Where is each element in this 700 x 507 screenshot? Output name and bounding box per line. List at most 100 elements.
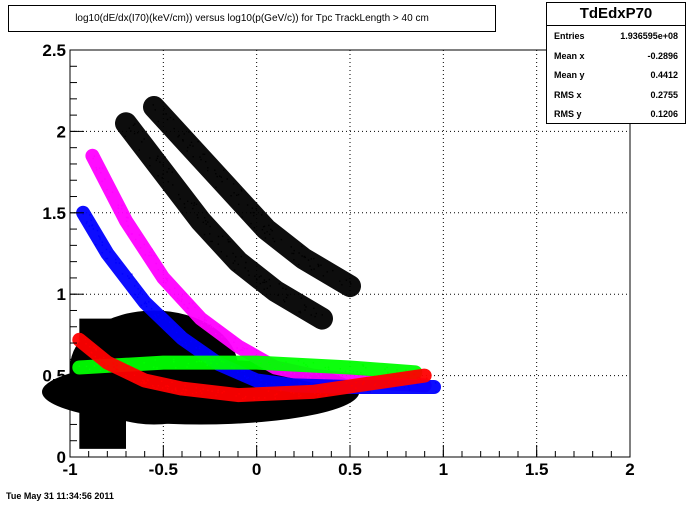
band-speckle [94,355,96,358]
band-speckle [239,349,242,351]
band-speckle [172,184,174,186]
band-speckle [90,351,92,354]
band-speckle [105,248,108,251]
band-speckle [273,240,276,243]
band-speckle [149,165,151,167]
band-speckle [367,390,369,392]
band-speckle [165,113,167,115]
band-speckle [208,351,211,353]
band-speckle [405,369,407,371]
band-speckle [223,361,225,363]
band-speckle [276,385,279,388]
band-speckle [101,167,104,169]
band-speckle [290,391,292,394]
band-speckle [240,188,242,191]
band-speckle [149,157,151,159]
band-speckle [265,385,268,387]
band-speckle [215,173,217,175]
band-speckle [339,280,341,282]
band-speckle [172,118,175,121]
band-speckle [322,275,325,277]
band-speckle [202,321,205,324]
band-speckle [233,367,235,369]
band-speckle [187,146,189,149]
band-speckle [187,200,189,202]
stats-row-mean-x: Mean x -0.2896 [547,46,685,66]
band-speckle [289,380,292,382]
band-speckle [156,367,158,369]
band-speckle [127,275,129,277]
band-speckle [125,220,128,222]
band-speckle [164,156,166,158]
band-speckle [348,372,351,374]
band-speckle [221,235,224,237]
band-speckle [223,390,225,393]
band-speckle [219,175,221,177]
band-speckle [90,219,92,222]
band-speckle [233,269,236,271]
footer-date: Tue May 31 11:34:56 2011 [6,491,114,501]
band-speckle [257,365,260,367]
band-speckle [310,314,312,316]
band-speckle [234,386,236,388]
band-speckle [248,274,250,276]
band-speckle [324,387,326,389]
band-speckle [155,159,157,162]
band-speckle [396,369,398,371]
band-speckle [217,235,220,238]
band-speckle [235,256,237,258]
band-speckle [100,172,102,174]
band-speckle [161,317,163,319]
band-speckle [244,397,246,399]
band-speckle [220,360,223,362]
band-speckle [374,383,377,385]
band-speckle [157,155,159,157]
band-speckle [162,387,164,389]
band-speckle [319,393,322,395]
band-speckle [217,391,219,393]
band-speckle [251,207,254,209]
band-speckle [165,318,167,320]
band-speckle [135,280,138,283]
band-speckle [245,395,247,398]
band-speckle [305,364,307,366]
band-speckle [215,186,217,188]
band-speckle [131,233,133,235]
band-speckle [229,241,231,243]
band-speckle [128,277,131,279]
band-speckle [157,314,159,316]
band-speckle [235,376,237,379]
band-speckle [145,303,148,305]
band-speckle [274,394,276,396]
band-speckle [311,373,313,375]
band-speckle [233,192,235,194]
band-speckle [165,277,167,279]
band-speckle [241,190,243,192]
band-speckle [123,368,125,370]
band-speckle [200,324,203,327]
band-speckle [258,360,260,362]
band-speckle [269,285,271,287]
band-speckle [299,312,302,314]
band-speckle [298,263,300,266]
band-speckle [206,364,208,366]
band-00ff00-3 [72,355,423,380]
band-speckle [101,361,103,363]
band-speckle [256,279,258,281]
band-000000-5 [115,112,333,330]
band-speckle [181,298,183,300]
band-speckle [77,345,80,347]
band-speckle [198,360,200,362]
stats-row-mean-y: Mean y 0.4412 [547,65,685,85]
band-speckle [250,222,252,225]
band-speckle [145,305,148,308]
chart-title: log10(dE/dx(I70)(keV/cm)) versus log10(p… [8,5,496,32]
band-speckle [127,233,129,236]
band-speckle [99,398,101,400]
band-speckle [301,245,303,248]
band-speckle [133,380,135,383]
band-speckle [247,270,249,272]
band-speckle [280,372,282,375]
band-speckle [127,225,129,227]
band-speckle [99,358,101,360]
